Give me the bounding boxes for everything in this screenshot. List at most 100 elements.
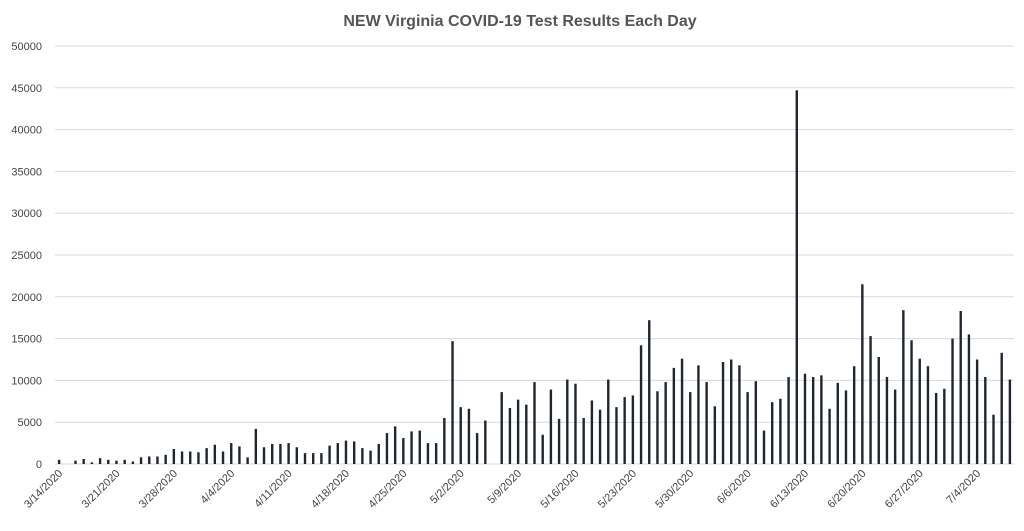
bar [656, 391, 659, 464]
gridlines [55, 45, 1014, 465]
bar [484, 420, 487, 464]
bar [533, 382, 536, 464]
y-tick-label: 40000 [11, 125, 42, 137]
bar [328, 445, 331, 464]
bar [197, 452, 200, 464]
bar [1008, 379, 1012, 464]
bar [164, 454, 167, 464]
bar [213, 444, 217, 464]
x-tick-label: 4/25/2020 [366, 468, 409, 511]
bar [352, 441, 356, 464]
x-tick-label: 5/30/2020 [653, 468, 696, 511]
bar [344, 440, 348, 464]
bar [467, 408, 471, 464]
x-tick-label: 3/21/2020 [80, 468, 123, 511]
bar [762, 430, 766, 464]
bar [885, 377, 889, 464]
bar [902, 310, 905, 464]
bar [508, 407, 512, 464]
bar [959, 311, 962, 464]
y-tick-label: 45000 [11, 83, 42, 95]
bar [836, 382, 839, 464]
bar [811, 377, 815, 464]
bar [221, 451, 225, 464]
x-tick-label: 5/2/2020 [428, 468, 467, 507]
bar [336, 443, 339, 464]
bar [861, 284, 864, 464]
y-tick-label: 25000 [11, 250, 42, 262]
bar [434, 443, 438, 464]
bar [385, 433, 389, 464]
bar [697, 365, 700, 464]
y-axis-ticks: 0 5000 10000 15000 20000 25000 30000 35000 40000… [11, 41, 42, 471]
x-tick-label: 6/6/2020 [715, 468, 754, 507]
bar [246, 457, 249, 464]
bar [279, 443, 282, 464]
bar [598, 409, 602, 464]
bar [271, 443, 274, 464]
bar [557, 418, 561, 464]
bar [82, 458, 85, 464]
bar [107, 459, 110, 464]
bar [918, 358, 921, 464]
bar [303, 453, 307, 464]
bar [680, 358, 684, 464]
bar [189, 451, 192, 464]
bar [1000, 352, 1003, 464]
y-tick-label: 35000 [11, 166, 42, 178]
bar [992, 414, 995, 464]
bar [828, 408, 831, 464]
bar [910, 340, 913, 464]
x-tick-label: 3/28/2020 [137, 468, 180, 511]
bar [172, 448, 176, 464]
bar [238, 446, 241, 464]
bar [148, 456, 151, 464]
bar [418, 430, 421, 464]
bar [295, 447, 298, 464]
bar [311, 453, 315, 464]
x-tick-label: 6/27/2020 [883, 468, 926, 511]
bar [795, 90, 798, 464]
bar [590, 400, 594, 464]
bar [787, 377, 790, 464]
bar [566, 379, 569, 464]
bar [803, 373, 807, 464]
bar [631, 395, 635, 464]
y-tick-label: 30000 [11, 208, 42, 220]
bar [639, 345, 643, 464]
bar [779, 398, 782, 464]
bar [648, 320, 651, 464]
bar [705, 382, 708, 464]
bar [443, 418, 446, 464]
bar [771, 402, 774, 464]
bar [369, 450, 372, 464]
bar [139, 457, 143, 464]
x-tick-label: 5/9/2020 [485, 468, 524, 507]
bar [426, 443, 430, 464]
x-tick-label: 6/20/2020 [825, 468, 868, 511]
bar [90, 462, 94, 464]
bar [410, 431, 413, 464]
bar [377, 443, 380, 464]
chart-title: NEW Virginia COVID-19 Test Results Each … [343, 13, 696, 30]
bar [115, 460, 118, 464]
x-tick-label: 4/4/2020 [199, 468, 238, 507]
bar [459, 407, 462, 464]
bar [730, 359, 733, 464]
bar [664, 382, 667, 464]
bar [967, 334, 971, 464]
bar [607, 379, 610, 464]
y-tick-label: 5000 [18, 417, 42, 429]
bar [230, 443, 233, 464]
x-tick-label: 4/11/2020 [252, 468, 295, 511]
y-tick-label: 20000 [11, 292, 42, 304]
bar [852, 366, 856, 464]
bar [131, 461, 135, 464]
bar [689, 392, 692, 464]
bar [205, 448, 208, 464]
bar [672, 367, 676, 464]
bar [623, 397, 626, 464]
x-tick-label: 7/4/2020 [944, 468, 983, 507]
x-tick-label: 5/16/2020 [539, 468, 582, 511]
